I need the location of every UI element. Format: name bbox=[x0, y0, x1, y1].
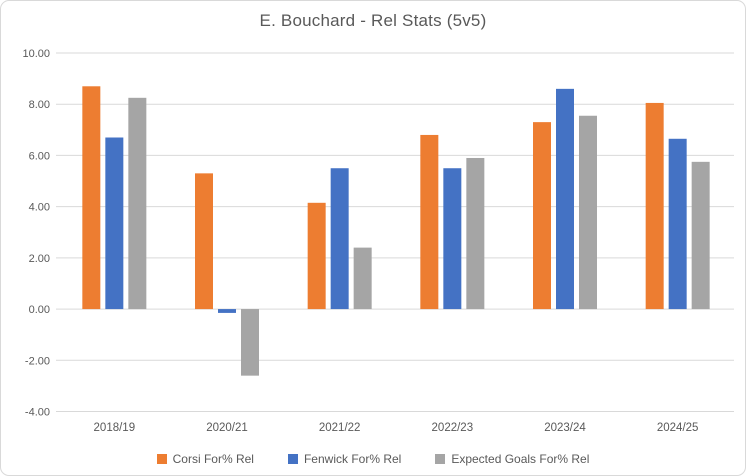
bar-corsi-2024-25 bbox=[645, 102, 664, 310]
legend-item-fenwick: Fenwick For% Rel bbox=[287, 452, 402, 466]
y-axis-tick-label: -4.00 bbox=[25, 407, 50, 419]
bar-corsi-2022-23 bbox=[420, 134, 439, 310]
bar-expected-2020-21 bbox=[241, 309, 259, 376]
y-axis-tick-label: 6.00 bbox=[29, 150, 50, 162]
chart-title: E. Bouchard - Rel Stats (5v5) bbox=[259, 11, 487, 30]
x-axis-label: 2024/25 bbox=[657, 422, 699, 434]
bar-fenwick-2020-21 bbox=[218, 309, 236, 313]
legend: Corsi For% Rel Fenwick For% Rel Expected G… bbox=[1, 448, 745, 470]
x-axis-label: 2018/19 bbox=[94, 422, 136, 434]
y-axis-tick-label: 8.00 bbox=[29, 99, 50, 111]
legend-item-corsi: Corsi For% Rel bbox=[156, 452, 254, 466]
y-axis-tick-label: -2.00 bbox=[25, 355, 50, 367]
bar-fenwick-2021-22 bbox=[330, 168, 349, 310]
bar-expected-2022-23 bbox=[466, 157, 485, 310]
bar-expected-2021-22 bbox=[353, 247, 372, 310]
y-axis-tick-label: 0.00 bbox=[29, 304, 50, 316]
bar-corsi-2023-24 bbox=[533, 122, 551, 310]
legend-swatch-icon bbox=[435, 454, 446, 464]
bar-corsi-2018-19 bbox=[82, 86, 101, 310]
y-axis-tick-label: 4.00 bbox=[29, 202, 50, 214]
legend-label: Corsi For% Rel bbox=[172, 452, 254, 466]
x-axis-label: 2020/21 bbox=[206, 422, 248, 434]
bar-corsi-2021-22 bbox=[307, 202, 326, 310]
y-axis-tick-label: 10.00 bbox=[22, 48, 50, 60]
x-axis-label: 2021/22 bbox=[319, 422, 361, 434]
legend-item-expected: Expected Goals For% Rel bbox=[435, 452, 589, 466]
plot-area: 10.00 8.00 6.00 4.00 2.00 0.00 -2.00 -4.00 2018/… bbox=[22, 48, 734, 434]
legend-swatch-icon bbox=[156, 454, 167, 464]
x-axis-label: 2022/23 bbox=[432, 422, 474, 434]
bar-fenwick-2022-23 bbox=[443, 168, 462, 310]
bar-expected-2018-19 bbox=[128, 97, 147, 310]
bar-fenwick-2018-19 bbox=[105, 137, 124, 310]
bar-expected-2024-25 bbox=[691, 161, 710, 310]
bar-fenwick-2023-24 bbox=[556, 88, 574, 310]
legend-label: Fenwick For% Rel bbox=[303, 452, 402, 466]
x-axis-label: 2023/24 bbox=[544, 422, 586, 434]
legend-label: Expected Goals For% Rel bbox=[451, 452, 590, 466]
y-axis-tick-label: 2.00 bbox=[29, 253, 50, 265]
legend-swatch-icon bbox=[287, 454, 298, 464]
bar-fenwick-2024-25 bbox=[668, 138, 687, 310]
bar-expected-2023-24 bbox=[579, 115, 597, 310]
bar-corsi-2020-21 bbox=[195, 173, 213, 310]
